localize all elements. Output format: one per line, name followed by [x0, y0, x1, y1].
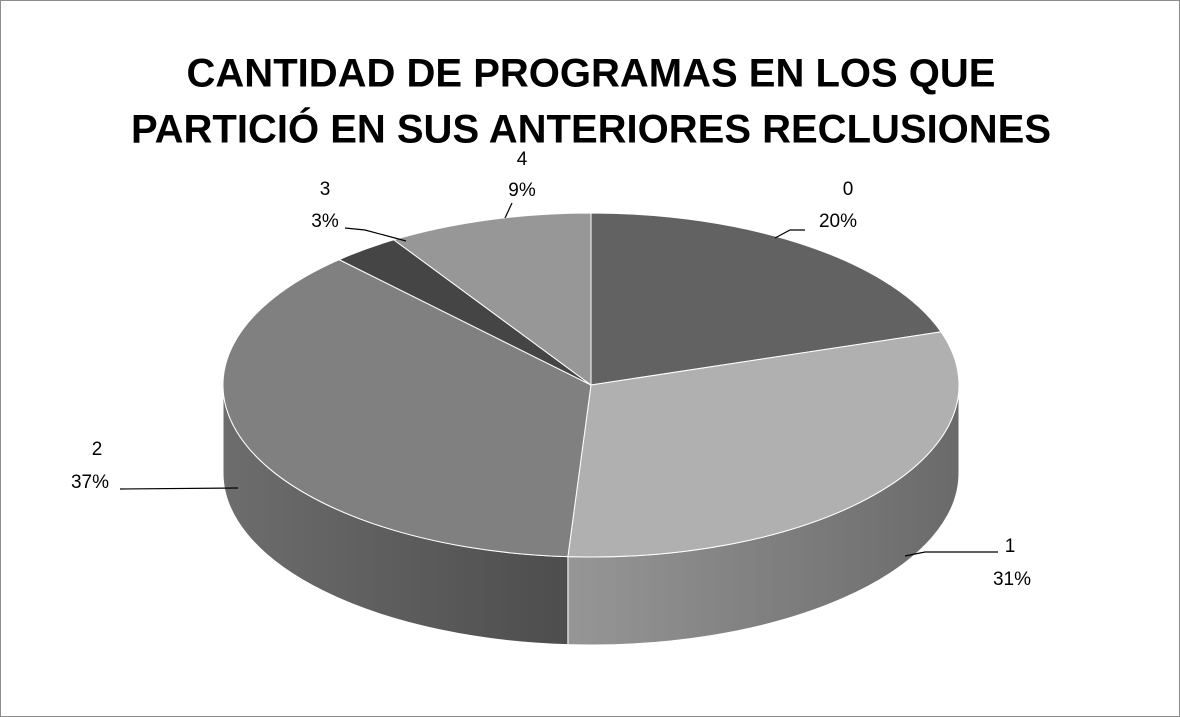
value-label: 20%: [819, 211, 857, 232]
pie-tops: [222, 212, 960, 558]
value-label: 31%: [993, 569, 1031, 590]
category-label: 3: [320, 179, 331, 200]
category-label: 0: [843, 179, 854, 200]
slice: [567, 331, 960, 558]
value-label: 37%: [71, 472, 109, 493]
chart-title: PARTICIÓ EN SUS ANTERIORES RECLUSIONES: [131, 106, 1051, 152]
category-label: 2: [92, 439, 103, 460]
leader-line: [344, 227, 407, 242]
slice: [222, 259, 592, 558]
value-label: 9%: [508, 180, 536, 201]
leader-line: [504, 202, 513, 219]
category-label: 4: [517, 149, 528, 170]
value-label: 3%: [311, 211, 339, 232]
category-label: 1: [1005, 536, 1016, 557]
chart-title: CANTIDAD DE PROGRAMAS EN LOS QUE: [187, 52, 996, 96]
slice: [590, 212, 942, 386]
data-labels: 0 20% 1 31% 2 37% 3 3% 4 9%: [71, 149, 1031, 590]
leader-line: [119, 487, 239, 490]
leader-line: [774, 229, 805, 239]
leader-line: [904, 551, 998, 557]
slice: [392, 212, 592, 386]
